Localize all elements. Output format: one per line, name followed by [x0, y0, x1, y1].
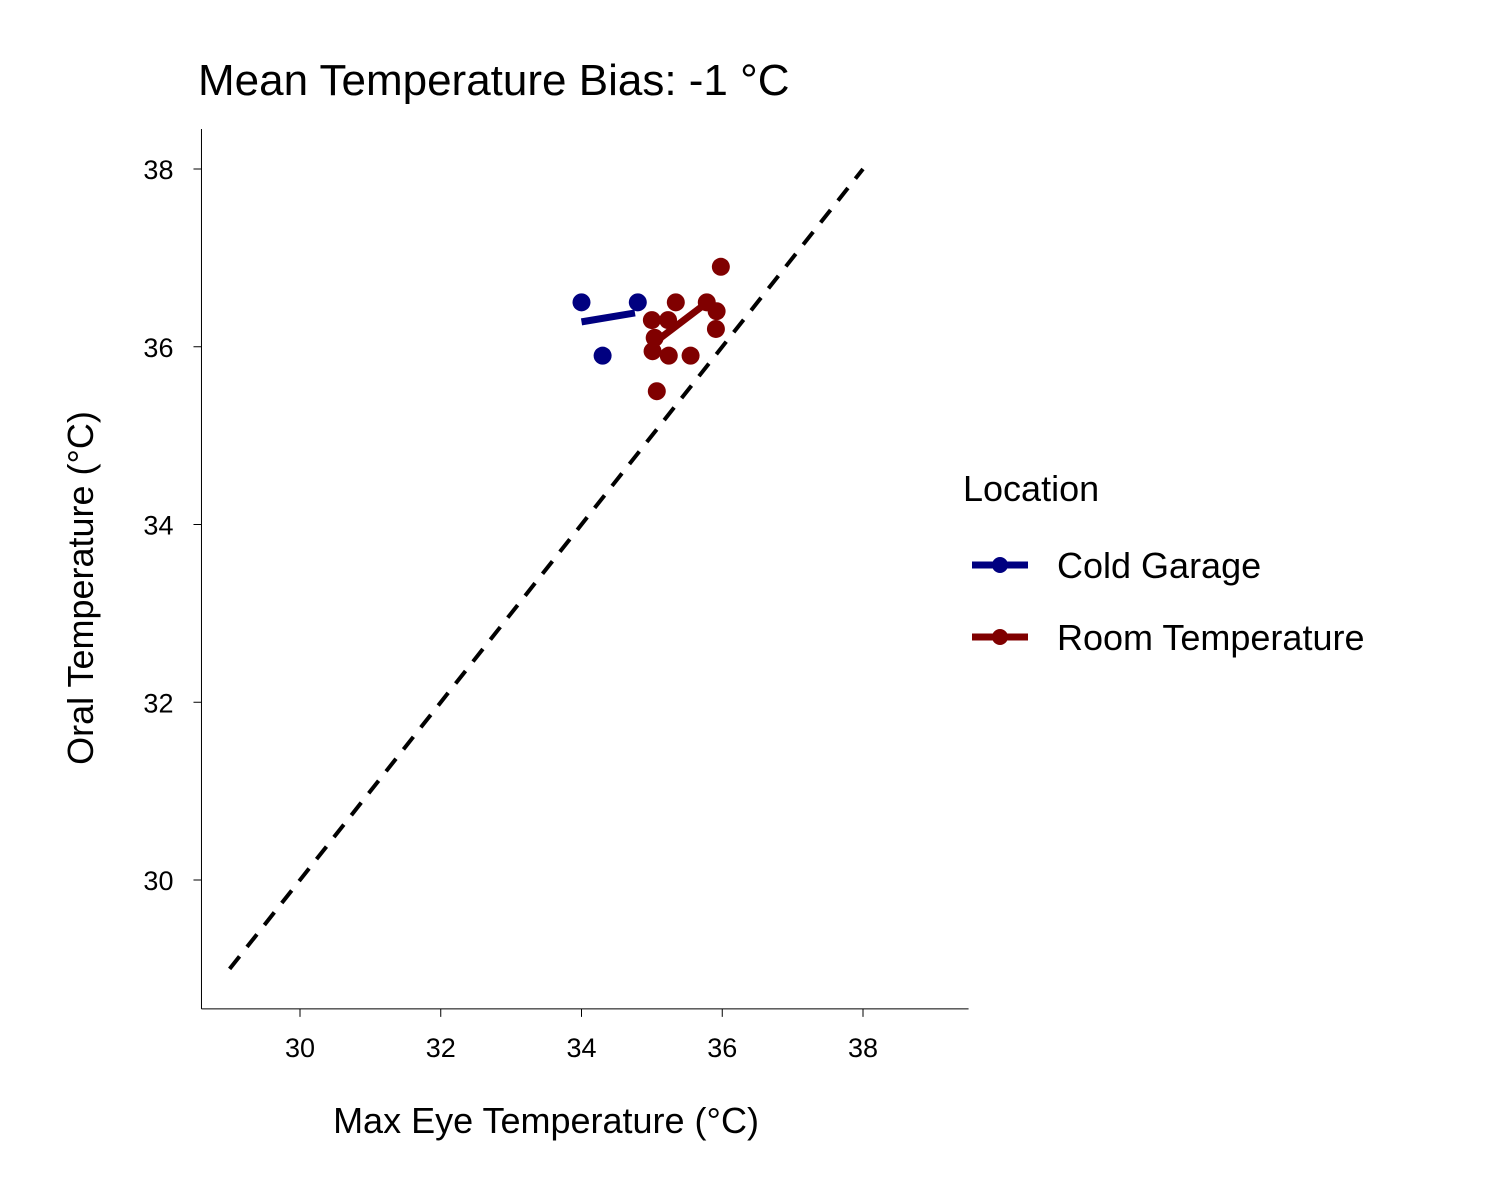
room-temperature-point [642, 311, 661, 330]
legend-label: Cold Garage [1057, 545, 1261, 586]
cold-garage-point [593, 346, 612, 365]
cold-garage-point [628, 293, 647, 312]
legend-title: Location [963, 468, 1099, 509]
y-tick-label: 38 [143, 155, 173, 185]
room-temperature-fit-line [652, 296, 714, 346]
y-tick-label: 36 [143, 333, 173, 363]
x-tick-label: 36 [707, 1033, 737, 1063]
x-axis-label: Max Eye Temperature (°C) [333, 1100, 759, 1141]
y-tick-label: 34 [143, 511, 173, 541]
room-temperature-point [643, 342, 662, 361]
room-temperature-point [659, 346, 678, 365]
legend: Location Cold Garage Room Temperature [963, 468, 1364, 658]
room-temperature-point [666, 293, 685, 312]
room-temperature-point [707, 302, 726, 321]
x-tick-label: 30 [285, 1033, 315, 1063]
room-temperature-point [647, 382, 666, 401]
chart-title: Mean Temperature Bias: -1 °C [198, 56, 790, 105]
plot-area [228, 167, 865, 971]
cold-garage-fit-line [580, 309, 636, 326]
room-temperature-point [706, 319, 725, 338]
cold-garage-point [572, 293, 591, 312]
legend-key-point [992, 629, 1008, 645]
legend-label: Room Temperature [1057, 617, 1364, 658]
x-tick-label: 38 [848, 1033, 878, 1063]
legend-key-point [992, 557, 1008, 573]
identity-line [228, 167, 865, 971]
room-temperature-point [711, 257, 730, 276]
y-tick-label: 30 [143, 866, 173, 896]
y-tick-label: 32 [143, 688, 173, 718]
room-temperature-point [681, 346, 700, 365]
axes: 30 32 34 36 38 30 32 34 36 38 [143, 129, 969, 1063]
x-tick-label: 32 [426, 1033, 456, 1063]
y-axis-label: Oral Temperature (°C) [60, 411, 101, 765]
x-tick-label: 34 [566, 1033, 596, 1063]
